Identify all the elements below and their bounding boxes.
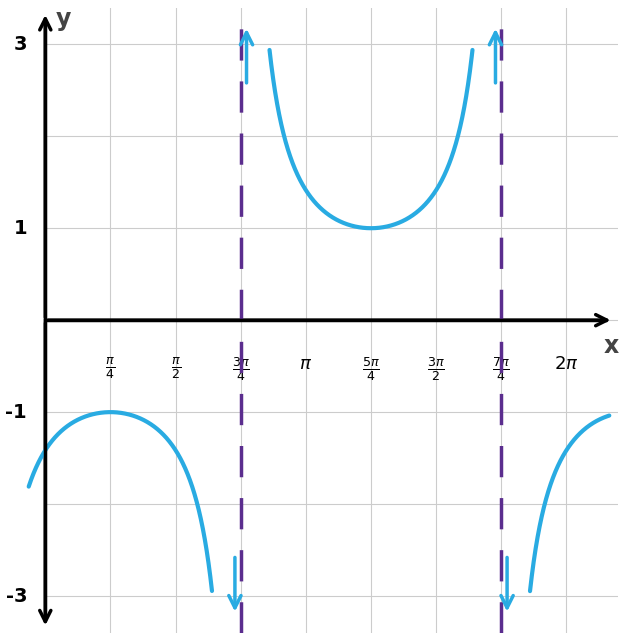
Text: -1: -1 bbox=[6, 403, 27, 422]
Text: 1: 1 bbox=[14, 218, 27, 238]
Text: 3: 3 bbox=[14, 35, 27, 54]
Text: $\frac{\pi}{4}$: $\frac{\pi}{4}$ bbox=[105, 355, 115, 381]
Text: $\pi$: $\pi$ bbox=[300, 355, 313, 373]
Text: $2\pi$: $2\pi$ bbox=[554, 355, 578, 373]
Text: $\frac{3\pi}{2}$: $\frac{3\pi}{2}$ bbox=[427, 355, 445, 383]
Text: $\frac{\pi}{2}$: $\frac{\pi}{2}$ bbox=[170, 355, 180, 381]
Text: y: y bbox=[56, 6, 71, 31]
Text: x: x bbox=[603, 334, 618, 358]
Text: -3: -3 bbox=[6, 587, 27, 606]
Text: $\frac{5\pi}{4}$: $\frac{5\pi}{4}$ bbox=[362, 355, 380, 383]
Text: $\frac{3\pi}{4}$: $\frac{3\pi}{4}$ bbox=[232, 355, 250, 383]
Text: $\frac{7\pi}{4}$: $\frac{7\pi}{4}$ bbox=[492, 355, 510, 383]
